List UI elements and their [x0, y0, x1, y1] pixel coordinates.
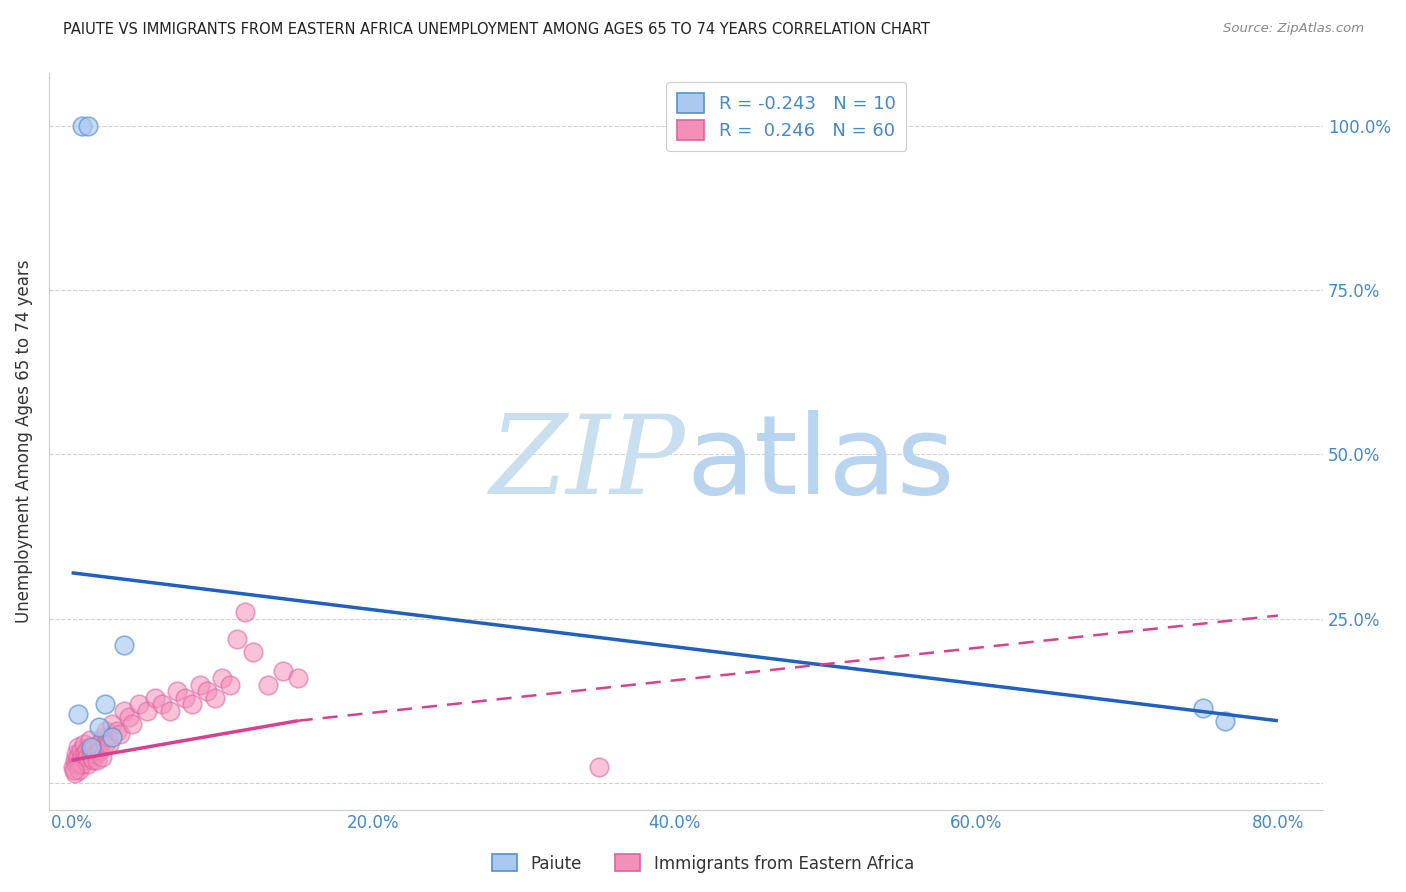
Point	[67, 763, 90, 777]
Point	[105, 723, 128, 738]
Y-axis label: Unemployment Among Ages 65 to 74 years: Unemployment Among Ages 65 to 74 years	[15, 260, 32, 623]
Point	[143, 690, 166, 705]
Point	[77, 756, 100, 771]
Point	[108, 727, 131, 741]
Point	[75, 753, 97, 767]
Point	[69, 743, 91, 757]
Point	[97, 730, 120, 744]
Point	[77, 119, 100, 133]
Point	[65, 756, 87, 771]
Point	[80, 740, 103, 755]
Point	[87, 737, 110, 751]
Point	[66, 707, 89, 722]
Point	[76, 743, 98, 757]
Point	[181, 698, 204, 712]
Point	[94, 698, 117, 712]
Point	[75, 747, 97, 761]
Point	[1213, 714, 1236, 728]
Point	[96, 723, 118, 738]
Point	[271, 665, 294, 679]
Point	[66, 740, 89, 755]
Point	[83, 740, 105, 755]
Point	[91, 730, 114, 744]
Point	[70, 750, 93, 764]
Point	[80, 750, 103, 764]
Point	[128, 698, 150, 712]
Point	[112, 704, 135, 718]
Point	[136, 704, 159, 718]
Point	[233, 605, 256, 619]
Point	[90, 750, 112, 764]
Point	[66, 750, 89, 764]
Point	[287, 671, 309, 685]
Point	[80, 743, 103, 757]
Point	[195, 684, 218, 698]
Point	[94, 737, 117, 751]
Point	[1191, 700, 1213, 714]
Point	[173, 690, 195, 705]
Legend: Paiute, Immigrants from Eastern Africa: Paiute, Immigrants from Eastern Africa	[485, 847, 921, 880]
Point	[82, 753, 104, 767]
Point	[118, 710, 141, 724]
Point	[63, 763, 86, 777]
Text: atlas: atlas	[686, 409, 955, 516]
Point	[204, 690, 226, 705]
Legend: R = -0.243   N = 10, R =  0.246   N = 60: R = -0.243 N = 10, R = 0.246 N = 60	[666, 82, 907, 151]
Point	[226, 632, 249, 646]
Point	[112, 638, 135, 652]
Point	[150, 698, 173, 712]
Point	[86, 753, 108, 767]
Point	[166, 684, 188, 698]
Text: ZIP: ZIP	[491, 409, 686, 517]
Point	[256, 677, 278, 691]
Point	[89, 743, 111, 757]
Point	[188, 677, 211, 691]
Text: PAIUTE VS IMMIGRANTS FROM EASTERN AFRICA UNEMPLOYMENT AMONG AGES 65 TO 74 YEARS : PAIUTE VS IMMIGRANTS FROM EASTERN AFRICA…	[63, 22, 931, 37]
Point	[84, 747, 107, 761]
Point	[121, 717, 143, 731]
Point	[70, 119, 93, 133]
Point	[101, 730, 124, 744]
Point	[63, 753, 86, 767]
Point	[76, 750, 98, 764]
Point	[588, 760, 610, 774]
Point	[87, 720, 110, 734]
Point	[70, 756, 93, 771]
Point	[242, 645, 264, 659]
Point	[67, 756, 90, 771]
Point	[98, 737, 121, 751]
Point	[101, 717, 124, 731]
Point	[219, 677, 242, 691]
Point	[159, 704, 181, 718]
Point	[72, 737, 94, 751]
Point	[63, 766, 86, 780]
Point	[211, 671, 233, 685]
Text: Source: ZipAtlas.com: Source: ZipAtlas.com	[1223, 22, 1364, 36]
Point	[79, 733, 101, 747]
Point	[65, 747, 87, 761]
Point	[62, 760, 84, 774]
